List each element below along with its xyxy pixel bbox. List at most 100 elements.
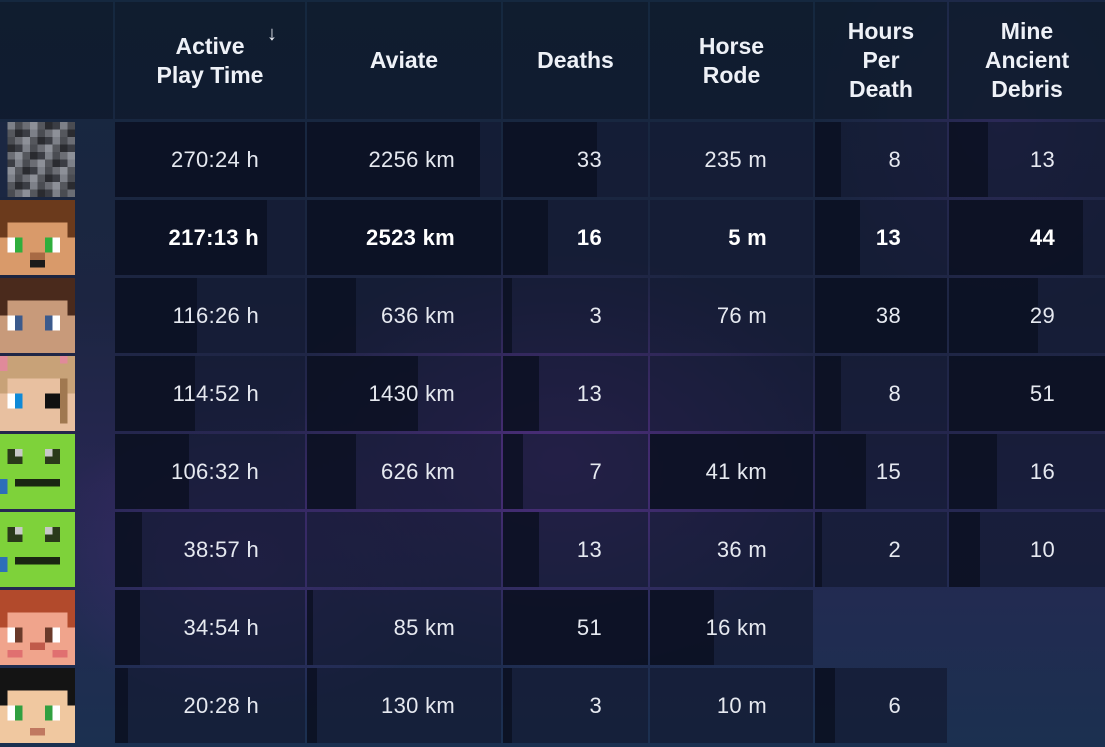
value-bar — [307, 356, 418, 431]
table-row[interactable]: 106:32 h 626 km 7 41 km 15 16 — [0, 434, 1105, 509]
cell-value: 38:57 h — [183, 536, 259, 562]
table-row[interactable]: 217:13 h 2523 km 16 5 m 13 44 — [0, 200, 1105, 275]
player-head-blonde-cat-ears-icon — [0, 356, 75, 431]
cell-value: 2 — [888, 536, 901, 562]
table-cell-aviate: 2256 km — [307, 122, 501, 197]
table-cell-aviate: 1430 km — [307, 356, 501, 431]
player-head-green-creeper-face-icon — [0, 512, 75, 587]
table-row[interactable]: 34:54 h 85 km 51 16 km — [0, 590, 1105, 665]
value-bar — [815, 668, 835, 743]
cell-value: 3 — [589, 692, 602, 718]
value-bar — [503, 278, 512, 353]
cell-value: 8 — [888, 380, 901, 406]
cell-value: 13 — [576, 380, 602, 406]
table-cell-hpd: 6 — [815, 668, 947, 743]
value-bar — [503, 590, 648, 665]
table-cell-play_time: 116:26 h — [115, 278, 305, 353]
value-bar — [307, 278, 356, 353]
arrow-down-icon: ↓ — [267, 23, 277, 45]
player-head-dark-hair-blue-eyes-icon — [0, 278, 75, 353]
column-header-label: Horse Rode — [698, 32, 765, 88]
value-bar — [503, 122, 597, 197]
cell-value: 33 — [576, 146, 602, 172]
column-header-deaths[interactable]: Deaths — [503, 2, 648, 119]
table-cell-horse: 76 m — [650, 278, 813, 353]
cell-value: 116:26 h — [172, 302, 259, 328]
column-header-aviate[interactable]: Aviate — [307, 2, 501, 119]
table-cell-hpd: 8 — [815, 356, 947, 431]
table-cell-play_time: 114:52 h — [115, 356, 305, 431]
value-bar — [949, 278, 1038, 353]
table-cell-hpd: 8 — [815, 122, 947, 197]
cell-value: 217:13 h — [168, 224, 259, 250]
cell-value: 29 — [1029, 302, 1055, 328]
table-cell-aviate: 2523 km — [307, 200, 501, 275]
cell-value: 2523 km — [366, 224, 455, 250]
cell-value: 130 km — [381, 692, 455, 718]
value-bar — [115, 434, 189, 509]
cell-value: 636 km — [381, 302, 455, 328]
cell-value: 10 — [1029, 536, 1055, 562]
column-header-label: Mine Ancient Debris — [984, 18, 1070, 102]
value-bar — [815, 356, 841, 431]
table-cell-debris: 13 — [949, 122, 1105, 197]
table-cell-hpd: 38 — [815, 278, 947, 353]
table-cell-aviate — [307, 512, 501, 587]
table-cell-deaths: 3 — [503, 668, 648, 743]
value-bar — [815, 200, 860, 275]
cell-value: 3 — [589, 302, 602, 328]
table-cell-hpd: 15 — [815, 434, 947, 509]
table-cell-debris: 16 — [949, 434, 1105, 509]
cell-value: 1430 km — [368, 380, 455, 406]
column-header-play-time[interactable]: Active Play Time ↓ — [115, 2, 305, 119]
cell-value: 51 — [1029, 380, 1055, 406]
value-bar — [503, 200, 548, 275]
table-row[interactable]: 38:57 h 13 36 m 2 10 — [0, 512, 1105, 587]
column-header-label: Active Play Time — [156, 32, 264, 88]
cell-value: 36 m — [716, 536, 767, 562]
value-bar — [503, 512, 539, 587]
value-bar — [115, 512, 142, 587]
column-header-label: Deaths — [537, 47, 614, 73]
table-cell-deaths: 3 — [503, 278, 648, 353]
table-cell-deaths: 16 — [503, 200, 648, 275]
column-header-horse-rode[interactable]: Horse Rode — [650, 2, 813, 119]
player-head-ginger-freckles-icon — [0, 590, 75, 665]
value-bar — [307, 122, 480, 197]
value-bar — [949, 200, 1083, 275]
cell-value: 76 m — [716, 302, 767, 328]
avatar-column-header — [0, 2, 113, 119]
cell-value: 6 — [888, 692, 901, 718]
cell-value: 38 — [875, 302, 901, 328]
value-bar — [949, 356, 1105, 431]
table-cell-debris: 44 — [949, 200, 1105, 275]
value-bar — [115, 668, 128, 743]
value-bar — [503, 668, 512, 743]
table-row[interactable]: 116:26 h 636 km 3 76 m 38 29 — [0, 278, 1105, 353]
cell-value: 85 km — [393, 614, 455, 640]
cell-value: 7 — [589, 458, 602, 484]
table-cell-play_time: 38:57 h — [115, 512, 305, 587]
value-bar — [949, 512, 980, 587]
value-bar — [949, 122, 988, 197]
value-bar — [115, 278, 197, 353]
cell-value: 13 — [576, 536, 602, 562]
table-cell-aviate: 626 km — [307, 434, 501, 509]
cell-value: 15 — [875, 458, 901, 484]
table-row[interactable]: 114:52 h 1430 km 13 8 51 — [0, 356, 1105, 431]
table-row[interactable]: 20:28 h 130 km 3 10 m 6 — [0, 668, 1105, 743]
table-row[interactable]: 270:24 h 2256 km 33 235 m 8 13 — [0, 122, 1105, 197]
cell-value: 44 — [1029, 224, 1055, 250]
table-cell-horse: 41 km — [650, 434, 813, 509]
value-bar — [307, 590, 313, 665]
value-bar — [115, 122, 305, 197]
value-bar — [503, 434, 523, 509]
table-cell-debris — [949, 590, 1105, 665]
value-bar — [815, 434, 866, 509]
column-header-mine-ancient-debris[interactable]: Mine Ancient Debris — [949, 2, 1105, 119]
cell-value: 16 km — [705, 614, 767, 640]
cell-value: 16 — [576, 224, 602, 250]
column-header-hours-per-death[interactable]: Hours Per Death — [815, 2, 947, 119]
table-cell-horse: 235 m — [650, 122, 813, 197]
